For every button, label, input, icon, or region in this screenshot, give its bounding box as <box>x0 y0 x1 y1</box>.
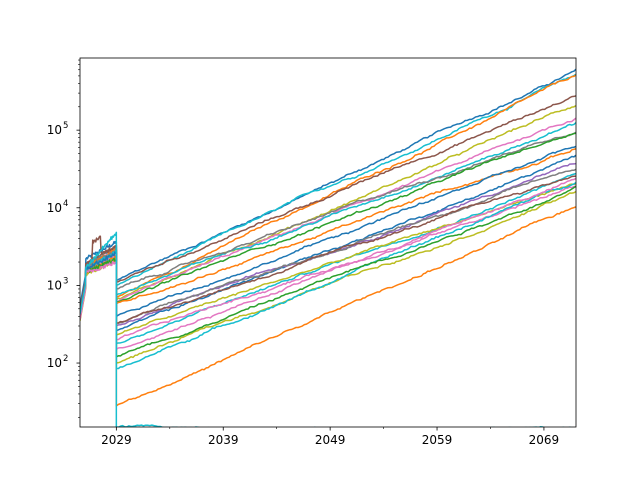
x-tick-label-2039: 2039 <box>208 433 239 447</box>
series-layer <box>80 68 576 427</box>
plot-frame <box>79 57 577 428</box>
x-tick-label-2059: 2059 <box>422 433 453 447</box>
y-tick-label-exp-1e2: 2 <box>63 354 68 364</box>
x-tick-label-2049: 2049 <box>315 433 346 447</box>
y-tick-label-exp-1e4: 4 <box>63 199 68 209</box>
y-tick-label-1e5: 10 <box>47 123 62 137</box>
y-tick-label-exp-1e3: 3 <box>63 276 68 286</box>
y-tick-label-1e4: 10 <box>47 201 62 215</box>
x-tick-label-2069: 2069 <box>529 433 560 447</box>
x-tick-label-2029: 2029 <box>101 433 132 447</box>
y-tick-label-1e2: 10 <box>47 356 62 370</box>
y-tick-label-exp-1e5: 5 <box>63 121 68 131</box>
y-tick-label-1e3: 10 <box>47 278 62 292</box>
